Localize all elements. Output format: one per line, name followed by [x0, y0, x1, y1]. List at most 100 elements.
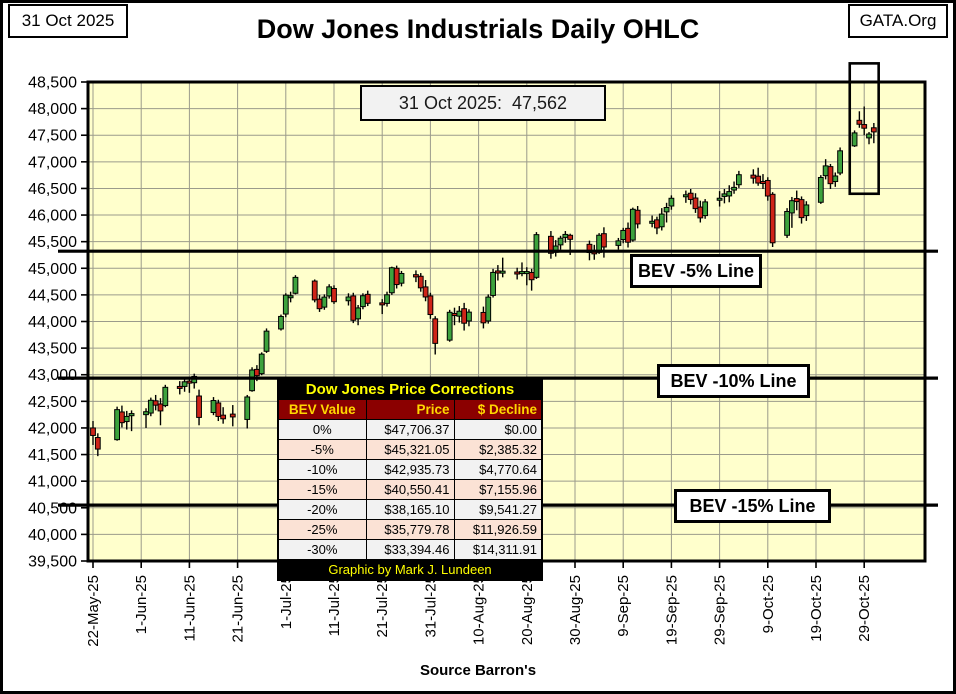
- corrections-table-title: Dow Jones Price Corrections: [277, 378, 543, 400]
- candle-up: [803, 204, 810, 217]
- candle-down: [427, 295, 434, 316]
- x-tick-label: 21-Jul-25: [374, 575, 391, 638]
- bev-value-cell: -20%: [277, 499, 367, 520]
- candle-down: [311, 280, 318, 301]
- candle-up: [721, 193, 728, 197]
- decline-cell: $7,155.96: [453, 479, 543, 500]
- candle-up: [181, 381, 188, 387]
- candle-down: [567, 234, 574, 240]
- x-tick-label: 22-May-25: [85, 575, 102, 647]
- corrections-table: Dow Jones Price Corrections BEV Value Pr…: [277, 378, 543, 581]
- candle-down: [220, 414, 227, 420]
- y-tick-label: 44,000: [28, 314, 77, 331]
- y-tick-label: 41,500: [28, 447, 77, 464]
- x-tick-label: 11-Jun-25: [181, 575, 198, 641]
- candle-up: [519, 271, 525, 275]
- x-tick-label: 11-Jul-25: [326, 575, 343, 636]
- candle-up: [278, 315, 284, 330]
- candle-down: [755, 175, 762, 184]
- candle-up: [345, 296, 352, 302]
- bev-value-cell: -30%: [277, 539, 367, 560]
- candle-up: [822, 165, 829, 177]
- decline-cell: $11,926.59: [453, 519, 543, 540]
- candle-down: [119, 411, 125, 424]
- y-tick-label: 40,000: [28, 527, 77, 544]
- candle-down: [692, 197, 699, 210]
- bev-value-cell: 0%: [277, 419, 367, 440]
- candle-up: [147, 399, 154, 414]
- candle-down: [769, 193, 776, 244]
- y-tick-label: 47,000: [28, 154, 77, 171]
- corrections-table-row: -30% $33,394.46 $14,311.91: [277, 539, 543, 560]
- candle-up: [629, 208, 636, 241]
- candle-down: [480, 311, 487, 324]
- candle-up: [523, 271, 530, 275]
- candle-down: [798, 199, 805, 219]
- candle-down: [625, 227, 631, 243]
- x-tick-label: 19-Sep-25: [663, 575, 680, 645]
- candle-up: [832, 175, 839, 183]
- candle-down: [316, 298, 323, 310]
- candle-down: [253, 368, 260, 377]
- candle-down: [634, 209, 641, 225]
- candle-up: [615, 240, 622, 246]
- candle-up: [668, 197, 675, 207]
- candle-down: [494, 270, 501, 274]
- corrections-table-row: -25% $35,779.78 $11,926.59: [277, 519, 543, 540]
- candle-down: [422, 286, 429, 298]
- bev-value-cell: -15%: [277, 479, 367, 500]
- candle-down: [90, 427, 96, 436]
- decline-cell: $2,385.32: [453, 439, 543, 460]
- candle-down: [152, 400, 159, 406]
- candle-down: [461, 308, 468, 324]
- candle-up: [446, 311, 453, 341]
- y-tick-label: 43,000: [28, 367, 77, 384]
- candle-down: [157, 403, 164, 412]
- x-tick-label: 20-Aug-25: [519, 575, 536, 645]
- candle-down: [364, 293, 371, 304]
- candle-down: [750, 174, 757, 179]
- candle-up: [321, 296, 328, 308]
- column-header-price: Price: [365, 399, 455, 420]
- price-cell: $38,165.10: [365, 499, 455, 520]
- y-tick-label: 39,500: [28, 554, 77, 571]
- column-header-bev-value: BEV Value: [277, 399, 367, 420]
- x-tick-label: 29-Oct-25: [856, 575, 873, 642]
- candle-up: [726, 191, 733, 197]
- gata-org-label: GATA.Org: [859, 11, 937, 30]
- candle-up: [210, 400, 217, 414]
- candle-down: [760, 181, 766, 185]
- candle-up: [282, 294, 289, 315]
- bev-10-label: BEV -10% Line: [657, 364, 810, 398]
- candle-up: [658, 213, 665, 228]
- candle-down: [697, 206, 704, 219]
- candle-up: [249, 369, 255, 392]
- gata-org-box: GATA.Org: [848, 4, 948, 38]
- candle-down: [196, 395, 202, 418]
- y-tick-label: 42,500: [28, 394, 77, 411]
- date-box: 31 Oct 2025: [8, 4, 128, 38]
- price-cell: $40,550.41: [365, 479, 455, 500]
- candle-down: [601, 233, 607, 248]
- price-cell: $42,935.73: [365, 459, 455, 480]
- candle-down: [856, 119, 863, 125]
- candle-down: [514, 271, 521, 275]
- candle-down: [793, 198, 800, 203]
- candle-up: [533, 234, 540, 278]
- highlight-box: [848, 62, 880, 196]
- candle-up: [866, 133, 872, 139]
- candle-down: [870, 127, 877, 133]
- candle-up: [123, 415, 130, 423]
- corrections-table-title-row: Dow Jones Price Corrections: [277, 378, 543, 400]
- candle-up: [716, 197, 723, 201]
- candle-up: [258, 353, 265, 375]
- candle-up: [682, 194, 689, 198]
- candle-down: [229, 413, 236, 418]
- corrections-table-footer-row: Graphic by Mark J. Lundeen: [277, 559, 543, 581]
- x-tick-label: 9-Oct-25: [760, 575, 777, 633]
- price-cell: $35,779.78: [365, 519, 455, 540]
- candle-up: [466, 311, 472, 322]
- corrections-table-row: -20% $38,165.10 $9,541.27: [277, 499, 543, 520]
- candle-down: [94, 437, 101, 450]
